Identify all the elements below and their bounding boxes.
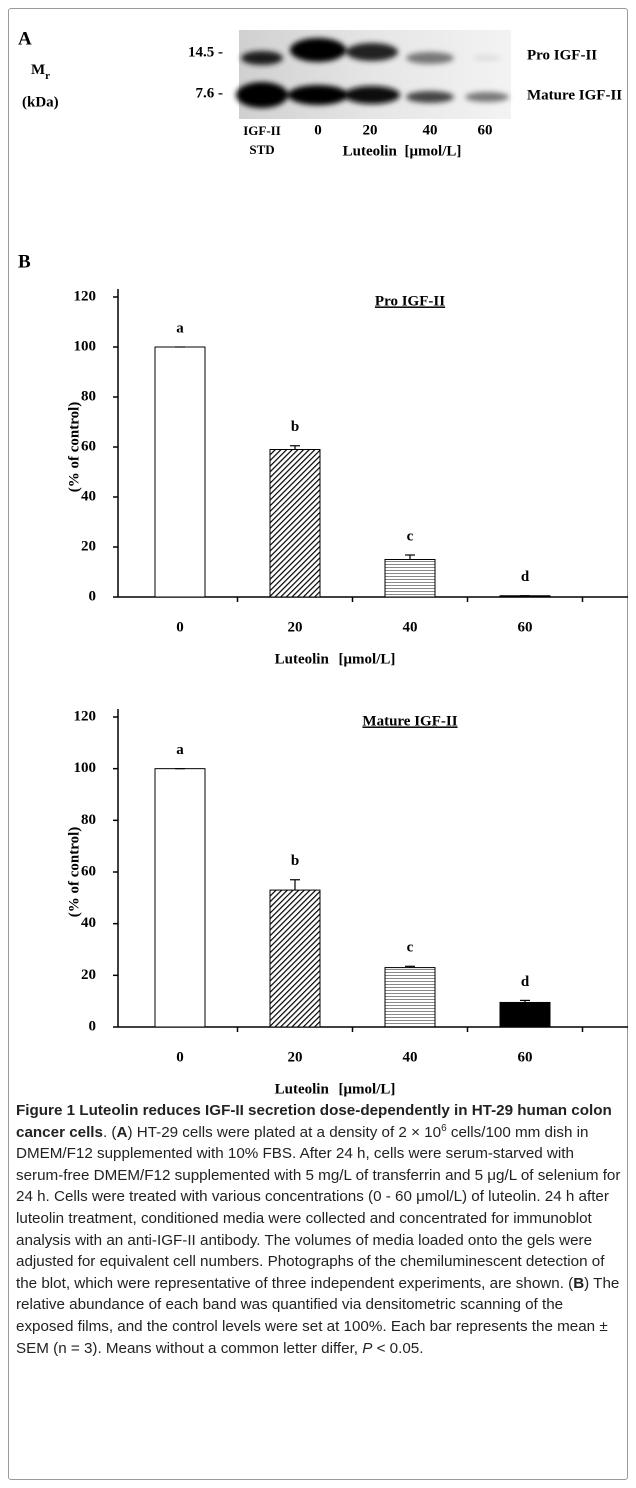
panel-label: B <box>18 251 31 272</box>
y-tick-label: 0 <box>89 1018 97 1034</box>
band-label: Pro IGF-II <box>527 47 597 63</box>
x-tick-label: 60 <box>518 1049 533 1065</box>
unit-label: (kDa) <box>22 94 59 110</box>
marker-label: 14.5 - <box>188 44 223 60</box>
caption-ref: B <box>573 1275 584 1292</box>
figure: A Mr (kDa) 14.5 - 7.6 - Pro IGF-II Matur… <box>0 0 636 1100</box>
caption-ref: A <box>116 1124 127 1141</box>
bar <box>385 968 435 1027</box>
data-label: c <box>407 940 414 956</box>
data-label: d <box>521 569 530 585</box>
mr-subscript: r <box>45 70 50 82</box>
error-bar <box>405 555 415 560</box>
lane-label: 40 <box>423 122 438 138</box>
data-label: c <box>407 528 414 544</box>
y-tick-label: 60 <box>81 863 96 879</box>
lane-label: 0 <box>314 122 322 138</box>
bar <box>270 450 320 598</box>
y-tick-label: 100 <box>74 338 97 354</box>
chart-title: Mature IGF-II <box>362 713 457 729</box>
std-label: IGF-II <box>243 123 281 138</box>
page: { "panel_a": { "label": "A", "mr": "M", … <box>0 0 636 1488</box>
y-tick-label: 80 <box>81 388 96 404</box>
y-tick-label: 40 <box>81 488 96 504</box>
bar <box>500 1002 550 1027</box>
caption-text: < 0.05. <box>372 1340 423 1357</box>
caption-text: ) HT-29 cells were plated at a density o… <box>127 1124 441 1141</box>
lane-label: 60 <box>478 122 493 138</box>
x-tick-label: 20 <box>288 1049 303 1065</box>
y-tick-label: 120 <box>74 708 97 724</box>
bar <box>155 769 205 1027</box>
x-tick-label: 0 <box>176 619 184 635</box>
error-bar <box>290 446 300 450</box>
band-label: Mature IGF-II <box>527 87 622 103</box>
x-tick-label: 20 <box>288 619 303 635</box>
bar <box>155 347 205 597</box>
data-label: b <box>291 853 299 869</box>
panel-label: A <box>18 28 32 49</box>
data-label: d <box>521 974 530 990</box>
x-tick-label: 60 <box>518 619 533 635</box>
bar <box>385 560 435 598</box>
y-tick-label: 60 <box>81 438 96 454</box>
y-tick-label: 40 <box>81 915 96 931</box>
x-tick-label: 40 <box>403 1049 418 1065</box>
caption-italic: P <box>362 1340 372 1357</box>
y-tick-label: 20 <box>81 538 96 554</box>
y-tick-label: 20 <box>81 967 96 983</box>
lane-axis-label: Luteolin [μmol/L] <box>343 143 462 159</box>
lane-label: 20 <box>363 122 378 138</box>
x-tick-label: 40 <box>403 619 418 635</box>
x-axis-label: Luteolin [μmol/L] <box>275 651 396 667</box>
data-label: b <box>291 419 299 435</box>
chart-title: Pro IGF-II <box>375 293 445 309</box>
y-axis-label: (% of control) <box>66 402 82 493</box>
y-tick-label: 0 <box>89 588 97 604</box>
caption: Figure 1 Luteolin reduces IGF-II secreti… <box>16 1100 622 1359</box>
caption-text: cells/100 mm dish in DMEM/F12 supplement… <box>16 1124 620 1292</box>
std-label: STD <box>249 142 274 157</box>
x-tick-label: 0 <box>176 1049 184 1065</box>
x-axis-label: Luteolin [μmol/L] <box>275 1081 396 1097</box>
y-tick-label: 100 <box>74 760 97 776</box>
data-label: a <box>176 320 184 336</box>
y-tick-label: 80 <box>81 812 96 828</box>
caption-text: . ( <box>103 1124 117 1141</box>
marker-label: 7.6 - <box>196 85 224 101</box>
mr-text: M <box>31 62 45 78</box>
bar <box>270 890 320 1027</box>
error-bar <box>290 880 300 890</box>
mr-label: Mr <box>31 62 50 81</box>
y-tick-label: 120 <box>74 288 97 304</box>
y-axis-label: (% of control) <box>66 827 82 918</box>
data-label: a <box>176 742 184 758</box>
